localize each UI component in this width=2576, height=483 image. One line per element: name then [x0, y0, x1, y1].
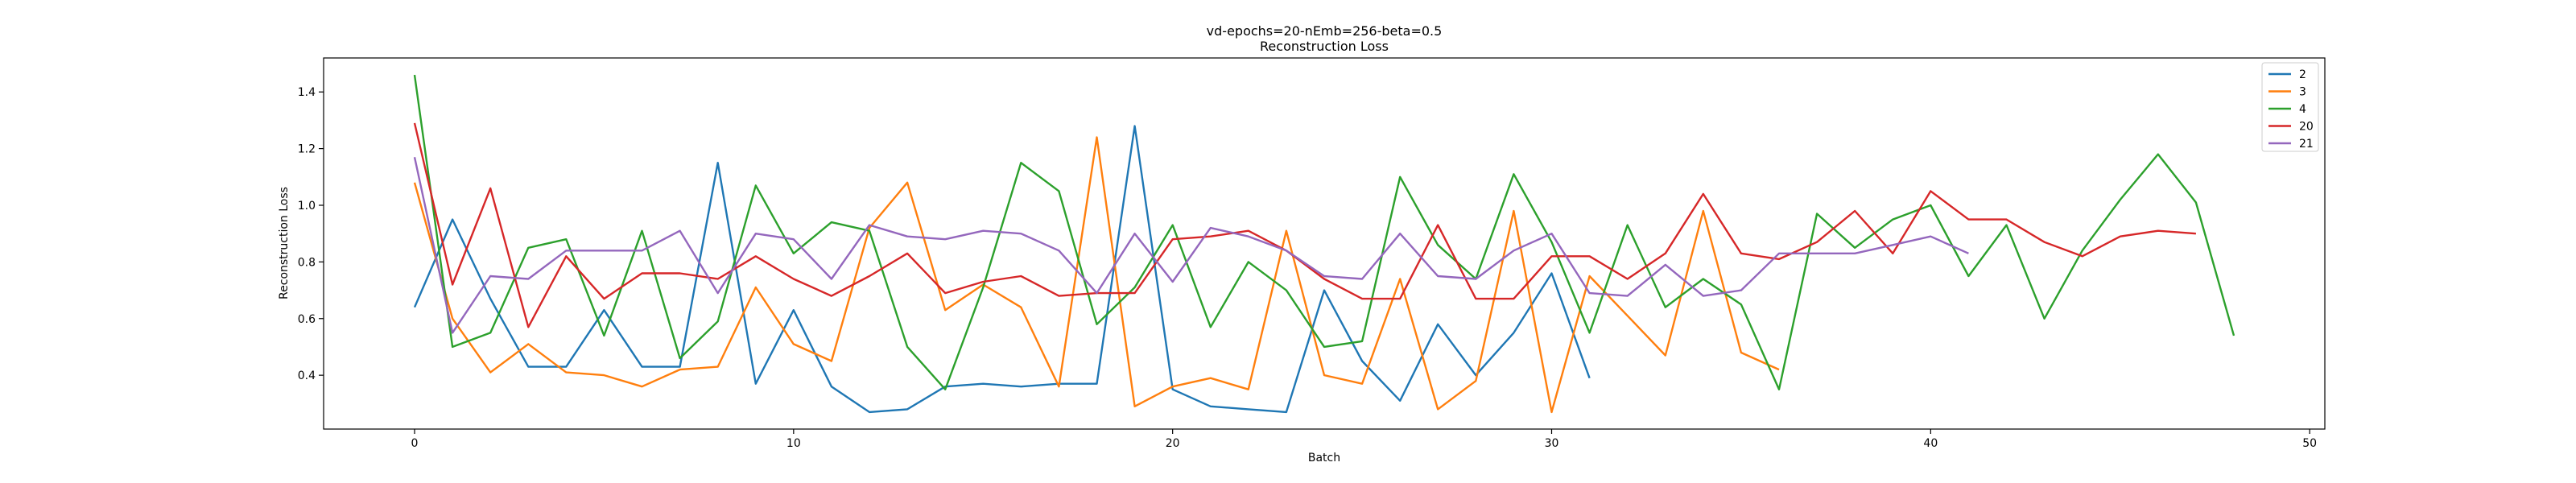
plot-frame [323, 57, 2326, 430]
x-tick-label: 10 [786, 437, 801, 450]
legend: 2 3 4 20 21 [2261, 62, 2319, 152]
legend-label-21: 21 [2299, 138, 2314, 151]
x-tick-label: 50 [2302, 437, 2317, 450]
legend-label-3: 3 [2299, 86, 2306, 99]
x-tick-label: 40 [1923, 437, 1938, 450]
series-line-4 [413, 74, 2235, 390]
legend-label-2: 2 [2299, 68, 2306, 81]
y-tick-label: 1.0 [298, 200, 316, 213]
x-tick-label: 20 [1166, 437, 1180, 450]
y-tick-label: 0.8 [298, 256, 316, 269]
legend-label-20: 20 [2299, 121, 2314, 134]
x-axis-label: Batch [1308, 452, 1340, 464]
series-line-3 [413, 136, 1780, 414]
x-tick-label: 0 [411, 437, 419, 450]
legend-label-4: 4 [2299, 103, 2306, 116]
y-tick-label: 0.6 [298, 313, 316, 326]
x-tick-label: 30 [1545, 437, 1559, 450]
y-axis-ticks: 0.4 0.6 0.8 1.0 1.2 1.4 [298, 86, 324, 382]
y-tick-label: 1.2 [298, 143, 316, 156]
series-layer [413, 74, 2235, 414]
y-axis-label: Reconstruction Loss [278, 187, 291, 299]
legend-frame [2261, 62, 2319, 152]
x-axis-ticks: 0 10 20 30 40 50 [411, 429, 2317, 450]
chart-subtitle: Reconstruction Loss [1260, 39, 1389, 54]
series-line-21 [413, 156, 1969, 334]
chart-title: vd-epochs=20-nEmb=256-beta=0.5 [1207, 23, 1443, 39]
y-tick-label: 0.4 [298, 369, 316, 382]
y-tick-label: 1.4 [298, 86, 316, 99]
